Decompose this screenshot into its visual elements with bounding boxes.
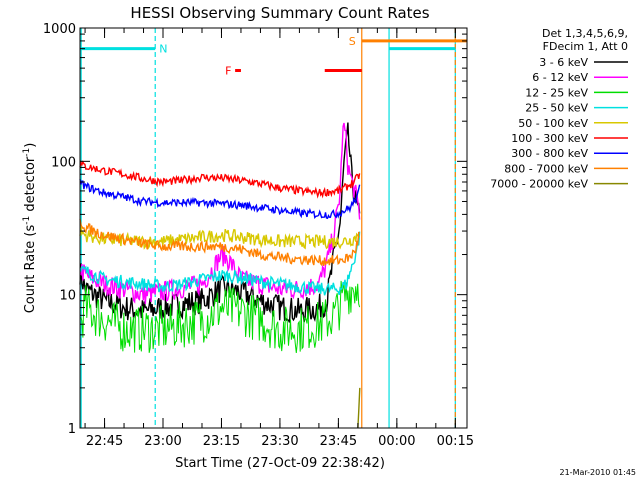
legend-header-detectors: Det 1,3,4,5,6,9, xyxy=(542,27,628,40)
chart-title: HESSI Observing Summary Count Rates xyxy=(130,4,429,22)
y-tick-label-1000: 1000 xyxy=(43,22,76,37)
y-tick-label-100: 100 xyxy=(51,155,76,170)
series-2 xyxy=(79,280,361,353)
flag-label-S: S xyxy=(349,35,356,48)
legend-label-3: 25 - 50 keV xyxy=(525,102,588,115)
plot-area: N F S xyxy=(79,28,467,429)
x-tick-label-22:45: 22:45 xyxy=(86,434,123,449)
x-tick-label-23:00: 23:00 xyxy=(144,434,181,449)
legend-label-7: 800 - 7000 keV xyxy=(504,162,588,175)
x-tick-label-00:15: 00:15 xyxy=(437,434,474,449)
legend-label-0: 3 - 6 keV xyxy=(539,56,588,69)
x-tick-label-23:30: 23:30 xyxy=(261,434,298,449)
legend-header-attenuator: FDecim 1, Att 0 xyxy=(543,40,628,53)
x-axis-label: Start Time (27-Oct-09 22:38:42) xyxy=(175,456,385,471)
legend-label-8: 7000 - 20000 keV xyxy=(490,178,588,191)
footer-date: 21-Mar-2010 01:45 xyxy=(560,468,637,477)
flag-label-N: N xyxy=(159,43,167,56)
x-tick-label-00:00: 00:00 xyxy=(378,434,415,449)
series-8 xyxy=(357,387,361,429)
axis-ticks: 1 10 100 1000 22:45 23:00 23:15 23:30 23:45 00:00… xyxy=(43,22,474,449)
y-tick-label-10: 10 xyxy=(59,289,76,304)
series-5 xyxy=(79,160,361,199)
y-tick-label-1: 1 xyxy=(68,422,76,437)
legend-label-1: 6 - 12 keV xyxy=(532,71,588,84)
x-tick-label-23:45: 23:45 xyxy=(320,434,357,449)
legend: Det 1,3,4,5,6,9, FDecim 1, Att 0 3 - 6 k… xyxy=(490,27,628,191)
series-6 xyxy=(79,178,361,220)
legend-label-5: 100 - 300 keV xyxy=(511,132,588,145)
series-7 xyxy=(79,218,360,267)
x-tick-label-23:15: 23:15 xyxy=(203,434,240,449)
series-0 xyxy=(79,122,361,323)
series-3 xyxy=(79,231,361,296)
legend-label-2: 12 - 25 keV xyxy=(525,86,588,99)
plot-frame xyxy=(79,27,468,429)
y-axis-label: Count Rate (s-1 detector-1) xyxy=(22,143,38,314)
flag-label-F: F xyxy=(225,65,231,78)
legend-label-4: 50 - 100 keV xyxy=(518,117,588,130)
legend-label-6: 300 - 800 keV xyxy=(511,147,588,160)
